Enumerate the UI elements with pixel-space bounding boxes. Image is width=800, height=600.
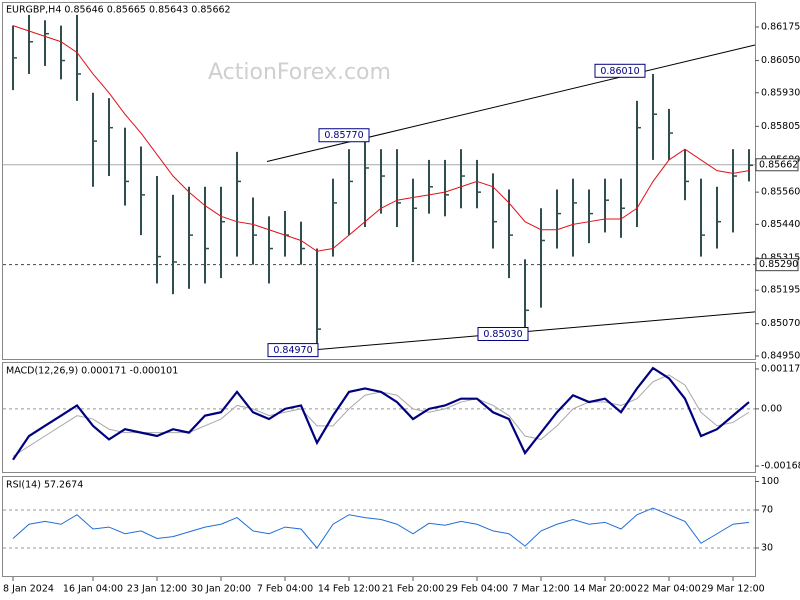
y-tick-label: 0.86050	[761, 55, 800, 66]
x-tick-label: 22 Mar 04:00	[637, 584, 700, 595]
x-tick-label: 16 Jan 04:00	[63, 584, 123, 595]
y-tick-label: 100	[761, 476, 779, 487]
x-tick-label: 29 Mar 12:00	[701, 584, 764, 595]
annotation-label: 0.84970	[273, 345, 312, 356]
y-tick-label: 0.85560	[761, 187, 800, 198]
y-tick-label: -0.001685	[761, 461, 800, 472]
price-label-box	[755, 258, 799, 272]
x-tick-label: 14 Feb 12:00	[318, 584, 380, 595]
x-tick-label: 8 Jan 2024	[3, 584, 54, 595]
y-tick-label: 0.85070	[761, 318, 800, 329]
annotation-box	[318, 128, 370, 143]
moving-average	[12, 25, 750, 252]
x-tick-label: 14 Mar 20:00	[573, 584, 636, 595]
x-tick-label: 21 Feb 20:00	[382, 584, 444, 595]
annotation-label: 0.85770	[324, 130, 363, 141]
y-tick-label: 0.85315	[761, 252, 800, 263]
x-tick-label: 7 Mar 12:00	[512, 584, 569, 595]
price-panel	[2, 2, 756, 360]
trendline	[314, 311, 756, 351]
annotation-label: 0.85030	[483, 329, 522, 340]
y-tick-label: 70	[761, 505, 773, 516]
y-tick-label: 0.85805	[761, 121, 800, 132]
y-tick-label: 0.00	[761, 403, 782, 414]
macd-title: MACD(12,26,9) 0.000171 -0.000101	[6, 366, 178, 377]
y-tick-label: 0.84950	[761, 350, 800, 361]
annotation-box	[477, 326, 529, 341]
price-label: 0.85290	[759, 259, 798, 270]
y-tick-label: 0.85195	[761, 285, 800, 296]
y-tick-label: 30	[761, 543, 773, 554]
annotation-box	[594, 63, 646, 78]
price-label: 0.85662	[759, 159, 798, 170]
x-tick-label: 23 Jan 12:00	[127, 584, 187, 595]
y-tick-label: 0.85930	[761, 87, 800, 98]
x-tick-label: 7 Feb 04:00	[257, 584, 313, 595]
watermark: ActionForex.com	[208, 60, 391, 85]
x-tick-label: 29 Feb 04:00	[446, 584, 508, 595]
macd-line	[12, 366, 750, 461]
rsi-panel	[2, 476, 756, 577]
rsi-title: RSI(14) 57.2674	[6, 480, 83, 491]
y-tick-label: 0.86175	[761, 21, 800, 32]
annotation-box	[267, 343, 319, 358]
y-tick-label: 0.001175	[761, 363, 800, 374]
price-label-box	[755, 158, 799, 172]
x-tick-label: 30 Jan 20:00	[191, 584, 251, 595]
price-title: EURGBP,H4 0.85646 0.85665 0.85643 0.8566…	[6, 5, 231, 16]
y-tick-label: 0.85440	[761, 219, 800, 230]
rsi-line	[12, 507, 750, 549]
macd-panel	[2, 362, 756, 473]
annotation-label: 0.86010	[600, 66, 639, 77]
